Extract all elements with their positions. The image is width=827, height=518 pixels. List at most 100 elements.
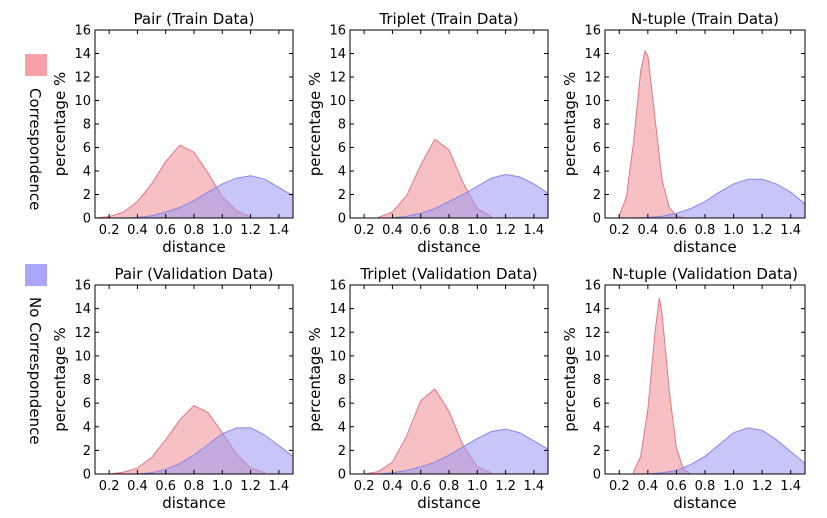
x-tick-label: 0.4 xyxy=(382,479,403,494)
x-tick-label: 1.4 xyxy=(780,479,801,494)
y-tick-label: 14 xyxy=(329,47,346,62)
x-tick-label: 1.4 xyxy=(269,479,290,494)
chart-panel-3: 0 2 4 6 8 10 12 14 16 0.2 0.4 0.6 0.8 1.0 1.2 1.4 N-tupl… xyxy=(561,10,806,256)
y-tick-label: 0 xyxy=(338,212,346,227)
y-tick-label: 16 xyxy=(329,24,346,39)
x-tick-label: 0.2 xyxy=(354,223,375,238)
y-axis-label: percentage % xyxy=(306,327,324,431)
x-axis-label: distance xyxy=(162,494,226,512)
x-tick-label: 1.0 xyxy=(212,223,233,238)
y-tick-label: 4 xyxy=(83,165,91,180)
y-tick-label: 8 xyxy=(83,118,91,133)
y-tick-label: 10 xyxy=(584,94,601,109)
y-tick-label: 14 xyxy=(74,47,91,62)
chart-panel-6: 0 2 4 6 8 10 12 14 16 0.2 0.4 0.6 0.8 1.0 1.2 1.4 N-tupl… xyxy=(561,265,806,512)
x-tick-label: 0.8 xyxy=(439,223,460,238)
series-area-no-correspondence xyxy=(392,173,548,218)
y-tick-label: 12 xyxy=(584,71,601,86)
series-area-no-correspondence xyxy=(123,175,293,218)
y-tick-label: 0 xyxy=(338,468,346,483)
y-tick-label: 2 xyxy=(338,444,346,459)
x-tick-label: 1.0 xyxy=(212,479,233,494)
y-tick-label: 4 xyxy=(338,165,346,180)
x-tick-label: 1.2 xyxy=(752,479,773,494)
y-tick-label: 4 xyxy=(593,165,601,180)
x-tick-label: 0.8 xyxy=(439,479,460,494)
x-axis-label: distance xyxy=(162,238,226,256)
x-tick-label: 0.2 xyxy=(609,479,630,494)
y-tick-label: 4 xyxy=(83,420,91,435)
y-tick-label: 16 xyxy=(74,24,91,39)
x-tick-label: 0.6 xyxy=(410,223,431,238)
x-tick-label: 0.6 xyxy=(666,479,687,494)
x-tick-label: 0.4 xyxy=(127,223,148,238)
x-tick-label: 1.4 xyxy=(524,479,545,494)
series-area-no-correspondence xyxy=(378,428,548,474)
y-tick-label: 2 xyxy=(83,188,91,203)
y-tick-label: 12 xyxy=(74,71,91,86)
series-group xyxy=(377,138,548,218)
x-tick-label: 1.0 xyxy=(723,479,744,494)
chart-title: N-tuple (Train Data) xyxy=(631,10,779,28)
chart-panel-5: 0 2 4 6 8 10 12 14 16 0.2 0.4 0.6 0.8 1.0 1.2 1.4 Triple… xyxy=(306,265,549,512)
y-tick-label: 10 xyxy=(74,349,91,364)
y-tick-label: 16 xyxy=(74,279,91,294)
y-tick-label: 10 xyxy=(584,349,601,364)
x-tick-label: 0.6 xyxy=(666,223,687,238)
x-tick-label: 0.8 xyxy=(695,223,716,238)
y-tick-label: 12 xyxy=(329,71,346,86)
x-tick-label: 1.2 xyxy=(495,223,516,238)
x-axis-label: distance xyxy=(417,238,481,256)
y-tick-label: 16 xyxy=(584,24,601,39)
y-tick-label: 0 xyxy=(593,468,601,483)
y-tick-label: 16 xyxy=(329,279,346,294)
y-tick-label: 14 xyxy=(329,302,346,317)
x-tick-label: 1.0 xyxy=(467,479,488,494)
y-tick-label: 8 xyxy=(338,118,346,133)
y-tick-label: 6 xyxy=(83,397,91,412)
series-group xyxy=(633,297,805,474)
y-tick-label: 6 xyxy=(83,141,91,156)
series-area-correspondence xyxy=(633,297,692,474)
x-axis-label: distance xyxy=(673,494,737,512)
x-tick-label: 0.8 xyxy=(695,479,716,494)
series-group xyxy=(364,388,548,474)
y-tick-label: 6 xyxy=(593,141,601,156)
chart-panel-1: 0 2 4 6 8 10 12 14 16 0.2 0.4 0.6 0.8 1.0 1.2 1.4 Pair (… xyxy=(51,10,294,256)
series-area-no-correspondence xyxy=(633,178,805,218)
y-tick-label: 6 xyxy=(338,397,346,412)
y-tick-label: 4 xyxy=(338,420,346,435)
chart-title: Triplet (Train Data) xyxy=(378,10,518,28)
y-tick-label: 0 xyxy=(83,212,91,227)
chart-title: N-tuple (Validation Data) xyxy=(612,265,798,283)
x-axis-label: distance xyxy=(417,494,481,512)
x-tick-label: 1.2 xyxy=(240,223,261,238)
x-tick-label: 0.8 xyxy=(184,479,205,494)
y-tick-label: 6 xyxy=(593,397,601,412)
y-tick-label: 8 xyxy=(593,118,601,133)
y-axis-label: percentage % xyxy=(51,327,69,431)
y-tick-label: 6 xyxy=(338,141,346,156)
chart-title: Triplet (Validation Data) xyxy=(359,265,537,283)
x-tick-label: 1.4 xyxy=(780,223,801,238)
y-tick-label: 12 xyxy=(329,326,346,341)
x-axis-label: distance xyxy=(673,238,737,256)
y-tick-label: 14 xyxy=(584,47,601,62)
series-group xyxy=(95,144,293,218)
chart-title: Pair (Train Data) xyxy=(134,10,255,28)
x-tick-label: 1.4 xyxy=(524,223,545,238)
x-tick-label: 0.2 xyxy=(609,223,630,238)
chart-panel-2: 0 2 4 6 8 10 12 14 16 0.2 0.4 0.6 0.8 1.0 1.2 1.4 Triple… xyxy=(306,10,549,256)
x-tick-label: 0.2 xyxy=(99,479,120,494)
y-tick-label: 8 xyxy=(83,373,91,388)
y-tick-label: 2 xyxy=(338,188,346,203)
y-tick-label: 10 xyxy=(329,349,346,364)
x-tick-label: 0.4 xyxy=(638,223,659,238)
chart-title: Pair (Validation Data) xyxy=(114,265,273,283)
series-area-no-correspondence xyxy=(137,427,293,474)
x-tick-label: 0.4 xyxy=(638,479,659,494)
x-tick-label: 0.8 xyxy=(184,223,205,238)
x-tick-label: 0.4 xyxy=(382,223,403,238)
x-tick-label: 0.4 xyxy=(127,479,148,494)
x-tick-label: 1.2 xyxy=(240,479,261,494)
